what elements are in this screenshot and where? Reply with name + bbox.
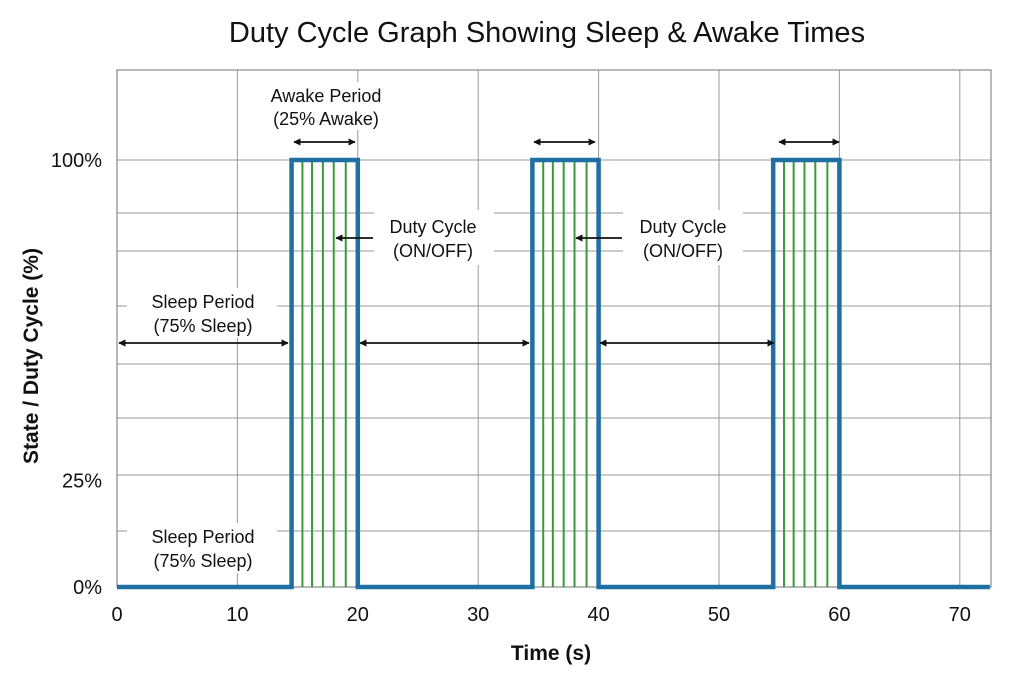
- plot-frame: [116, 69, 992, 588]
- x-tick-label: 0: [111, 604, 122, 626]
- duty-cycle-lines: [301, 160, 829, 587]
- x-tick-label: 10: [226, 604, 248, 626]
- y-tick-label: 0%: [73, 577, 102, 599]
- x-tick-label: 30: [467, 604, 489, 626]
- y-tick-labels: 0% 25% 100%: [51, 150, 102, 599]
- x-tick-label: 60: [828, 604, 850, 626]
- annotations: Awake Period (25% Awake) Duty Cycle (ON/…: [118, 82, 840, 573]
- x-tick-label: 70: [949, 604, 971, 626]
- sleep-period-label-lower: Sleep Period: [151, 527, 254, 547]
- x-tick-labels: 0 10 20 30 40 50 60 70: [111, 604, 970, 626]
- x-tick-label: 50: [708, 604, 730, 626]
- duty-cycle-label-2: Duty Cycle: [639, 217, 726, 237]
- chart-title: Duty Cycle Graph Showing Sleep & Awake T…: [229, 17, 865, 49]
- duty-cycle-sublabel-2: (ON/OFF): [643, 241, 723, 261]
- y-axis-label: State / Duty Cycle (%): [20, 248, 43, 464]
- x-tick-label: 40: [587, 604, 609, 626]
- awake-period-sublabel: (25% Awake): [273, 109, 379, 129]
- state-series-line: [117, 157, 990, 590]
- y-tick-label: 25%: [62, 470, 102, 492]
- x-axis-label: Time (s): [511, 642, 591, 665]
- awake-period-label: Awake Period: [271, 86, 382, 106]
- sleep-period-label-upper: Sleep Period: [151, 292, 254, 312]
- sleep-period-sublabel-upper: (75% Sleep): [153, 316, 252, 336]
- duty-cycle-label-1: Duty Cycle: [389, 217, 476, 237]
- y-tick-label: 100%: [51, 150, 102, 172]
- x-tick-label: 20: [347, 604, 369, 626]
- sleep-period-sublabel-lower: (75% Sleep): [153, 551, 252, 571]
- duty-cycle-sublabel-1: (ON/OFF): [393, 241, 473, 261]
